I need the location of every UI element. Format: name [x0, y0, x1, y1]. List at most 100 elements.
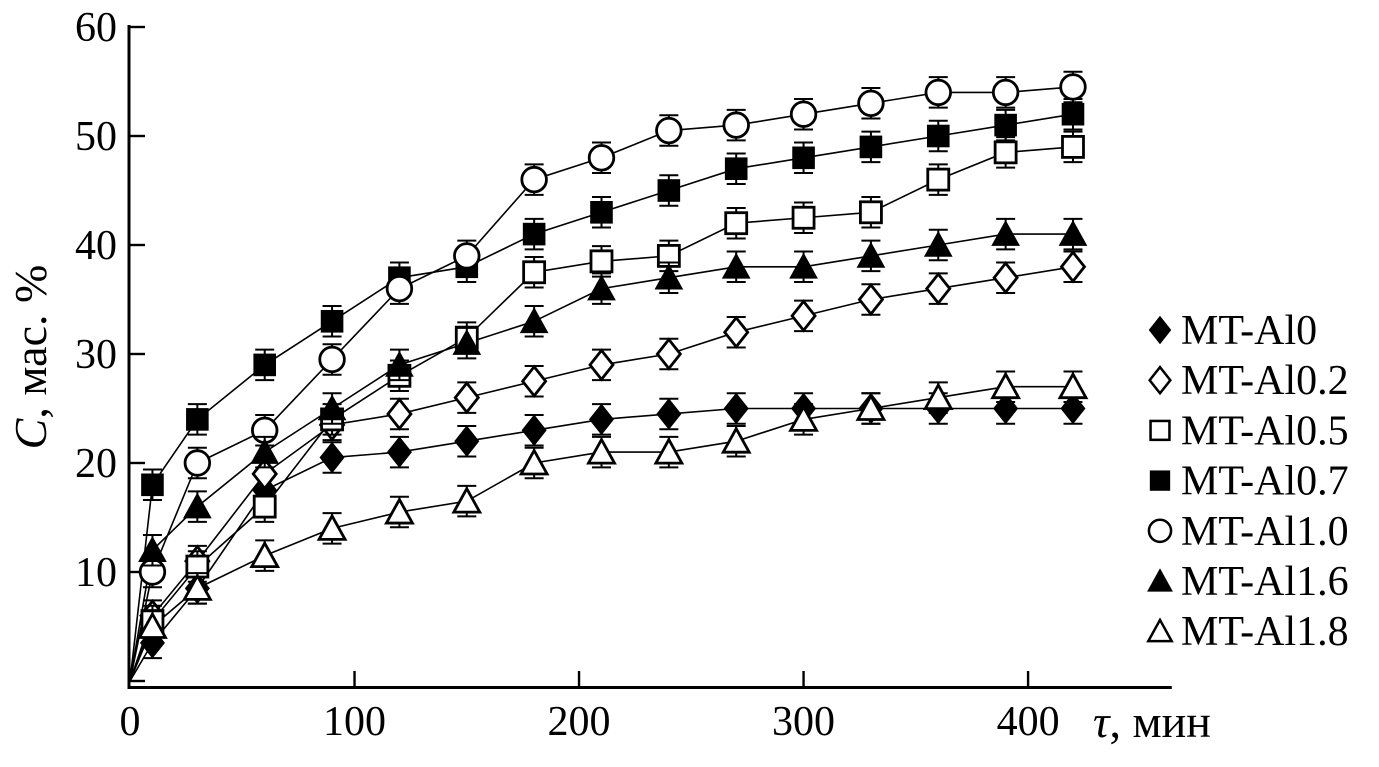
circle-open-marker — [924, 78, 952, 107]
circle-open-marker — [385, 274, 414, 303]
diamond-open-marker — [520, 364, 548, 399]
legend-item-MT-Al0.5: MT-Al0.5 — [1149, 408, 1349, 454]
triangle-open-marker — [990, 371, 1022, 400]
square-filled-marker — [792, 146, 815, 170]
triangle-open-marker — [855, 393, 887, 421]
triangle-filled-marker — [654, 263, 684, 290]
series-MT-Al1.8 — [137, 370, 1089, 643]
diamond-filled-legend-marker — [1148, 315, 1172, 345]
diamond-open-marker — [655, 337, 683, 371]
triangle-filled-marker — [923, 230, 953, 257]
diamond-open-marker — [1059, 250, 1087, 284]
legend-label: MT-Al0 — [1181, 308, 1317, 354]
diamond-open-marker — [722, 315, 750, 349]
circle-open-marker — [991, 78, 1020, 107]
legend-label: MT-Al0.2 — [1181, 358, 1349, 404]
circle-open-marker — [587, 144, 616, 172]
series-line-MT-Al1.6 — [129, 233, 1073, 682]
triangle-filled-marker — [1058, 219, 1088, 246]
circle-open-marker — [183, 449, 212, 477]
series-MT-Al1.6 — [138, 217, 1088, 567]
x-tick-label: 300 — [772, 699, 835, 745]
x-axis-title: τ, мин — [1093, 696, 1211, 747]
triangle-filled-marker — [789, 252, 818, 279]
diamond-open-marker — [453, 380, 481, 415]
square-filled-marker — [522, 222, 546, 246]
series-line-MT-Al0.2 — [129, 266, 1074, 682]
diamond-open-marker — [588, 348, 615, 382]
triangle-filled-marker — [250, 437, 280, 464]
triangle-open-marker — [316, 513, 348, 541]
series-line-MT-Al0.5 — [129, 146, 1074, 682]
square-filled-marker — [590, 201, 613, 224]
series-MT-Al0 — [139, 392, 1086, 660]
triangle-filled-marker — [587, 274, 616, 301]
square-open-marker — [589, 249, 614, 274]
x-tick-label: 400 — [997, 699, 1060, 745]
circle-open-marker — [453, 242, 481, 270]
triangle-open-marker — [451, 485, 483, 514]
triangle-open-marker — [249, 540, 281, 569]
triangle-filled-marker — [182, 492, 212, 519]
y-tick-label: 20 — [75, 441, 117, 487]
legend-label: MT-Al0.7 — [1181, 459, 1349, 505]
x-tick-label: 0 — [120, 699, 141, 745]
legend-item-MT-Al1.8: MT-Al1.8 — [1146, 609, 1349, 655]
triangle-open-marker — [1057, 371, 1089, 400]
series-MT-Al0.2 — [139, 250, 1087, 633]
circle-open-marker — [318, 345, 346, 374]
series-line-MT-Al0.7 — [129, 113, 1074, 682]
square-filled-marker — [186, 408, 209, 431]
square-filled-marker — [994, 113, 1017, 137]
legend-item-MT-Al1.6: MT-Al1.6 — [1147, 559, 1349, 605]
y-tick-label: 10 — [75, 550, 117, 596]
x-tick-label: 200 — [548, 699, 611, 745]
plot-area: 10 20 30 40 50 60 0 100 200 300 400 — [75, 5, 1172, 745]
y-axis-title-symbol: C — [5, 417, 56, 449]
triangle-open-marker — [653, 436, 685, 465]
legend-item-MT-Al0: MT-Al0 — [1148, 308, 1317, 354]
circle-open-marker — [1059, 73, 1087, 101]
legend: MT-Al0MT-Al0.2MT-Al0.5MT-Al0.7MT-Al1.0MT… — [1146, 308, 1349, 655]
diamond-open-marker — [992, 260, 1019, 295]
series-MT-Al0.5 — [140, 130, 1085, 638]
circle-open-marker — [857, 89, 885, 118]
series-MT-Al1.0 — [138, 70, 1087, 589]
triangle-filled-marker — [856, 241, 886, 268]
diamond-filled-marker — [521, 414, 547, 447]
square-open-marker — [926, 167, 951, 192]
triangle-open-marker — [788, 404, 819, 432]
legend-label: MT-Al1.0 — [1181, 509, 1349, 555]
square-open-marker — [522, 260, 547, 285]
square-open-legend-marker — [1149, 419, 1171, 442]
triangle-open-marker — [181, 572, 213, 601]
square-filled-marker — [724, 157, 748, 180]
triangle-open-marker — [922, 382, 954, 411]
triangle-filled-marker — [721, 252, 751, 279]
y-axis-title-units: , мас. % — [5, 265, 56, 419]
y-tick-label: 30 — [75, 332, 117, 378]
y-tick-label: 40 — [75, 223, 117, 269]
x-axis-title-units: , мин — [1109, 696, 1210, 747]
x-axis-title-symbol: τ — [1093, 696, 1111, 747]
square-filled-marker — [320, 309, 344, 333]
legend-item-MT-Al1.0: MT-Al1.0 — [1147, 509, 1349, 555]
series-line-MT-Al1.0 — [129, 86, 1074, 682]
triangle-filled-marker — [452, 328, 482, 355]
circle-open-marker — [722, 111, 750, 139]
y-tick-label: 60 — [75, 5, 117, 51]
triangle-filled-marker — [317, 394, 347, 421]
circle-open-marker — [520, 165, 548, 194]
circle-open-marker — [789, 100, 818, 128]
triangle-open-marker — [586, 436, 617, 465]
triangle-open-marker — [518, 447, 550, 476]
triangle-filled-marker — [991, 219, 1020, 246]
triangle-filled-marker — [519, 307, 549, 334]
diamond-open-legend-marker — [1148, 365, 1172, 396]
diamond-filled-marker — [656, 398, 682, 430]
series-line-MT-Al1.8 — [129, 385, 1073, 682]
triangle-open-marker — [384, 496, 415, 525]
square-open-marker — [993, 140, 1018, 165]
triangle-filled-marker — [385, 350, 414, 377]
